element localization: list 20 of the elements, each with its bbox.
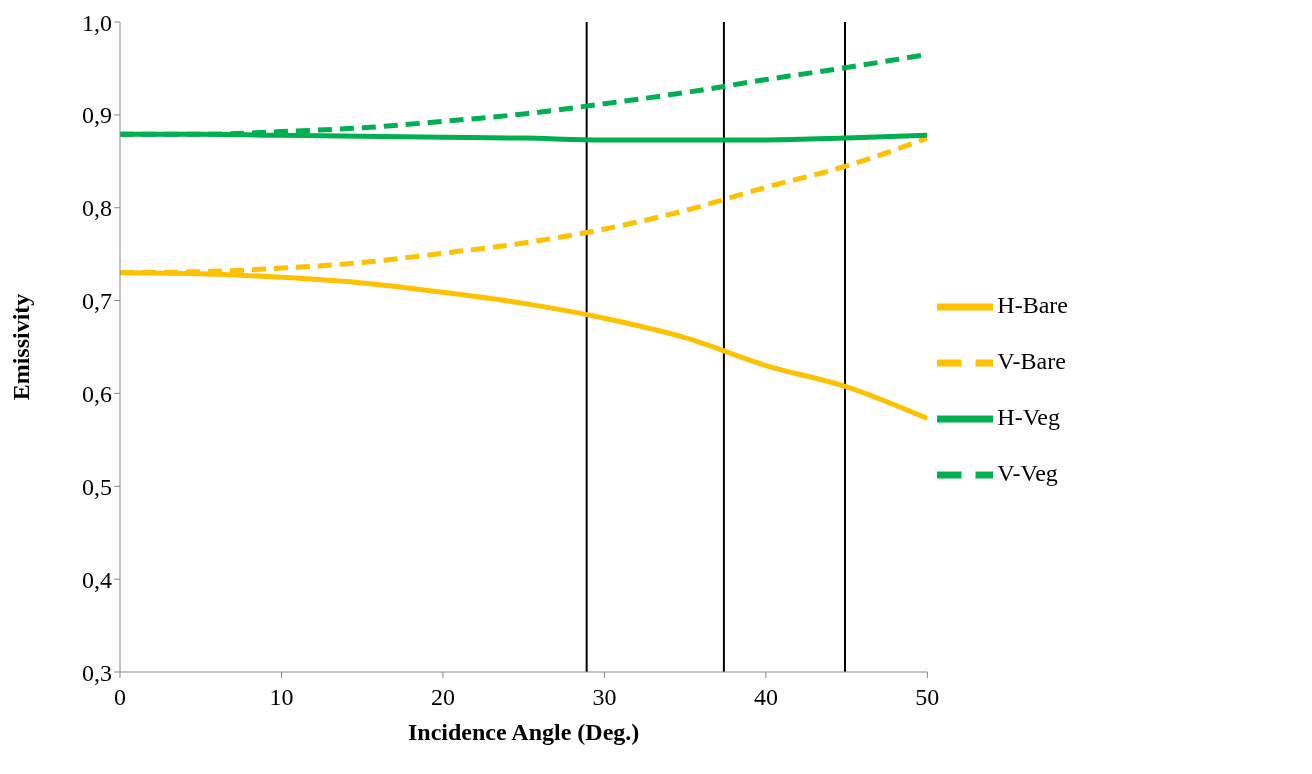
x-tick-label: 40 [753,684,778,711]
y-axis-title: Emissivity [7,293,34,401]
y-tick-label: 0,8 [82,195,112,222]
x-tick-label: 50 [915,684,940,711]
legend-label: H-Veg [997,403,1061,430]
y-tick-label: 0,7 [82,288,112,315]
x-axis-title: Incidence Angle (Deg.) [408,719,640,745]
x-tick-label: 30 [592,684,617,711]
y-tick-label: 1,0 [82,9,112,36]
y-tick-label: 0,3 [82,659,112,686]
y-tick-label: 0,4 [82,566,112,593]
legend-label: V-Bare [997,347,1066,374]
legend-label: H-Bare [997,291,1068,318]
y-tick-label: 0,9 [82,102,112,129]
x-tick-label: 20 [430,684,455,711]
legend-label: V-Veg [997,459,1058,486]
y-tick-label: 0,6 [82,380,112,407]
x-tick-label: 0 [114,684,126,711]
y-tick-label: 0,5 [82,473,112,500]
x-tick-label: 10 [269,684,294,711]
